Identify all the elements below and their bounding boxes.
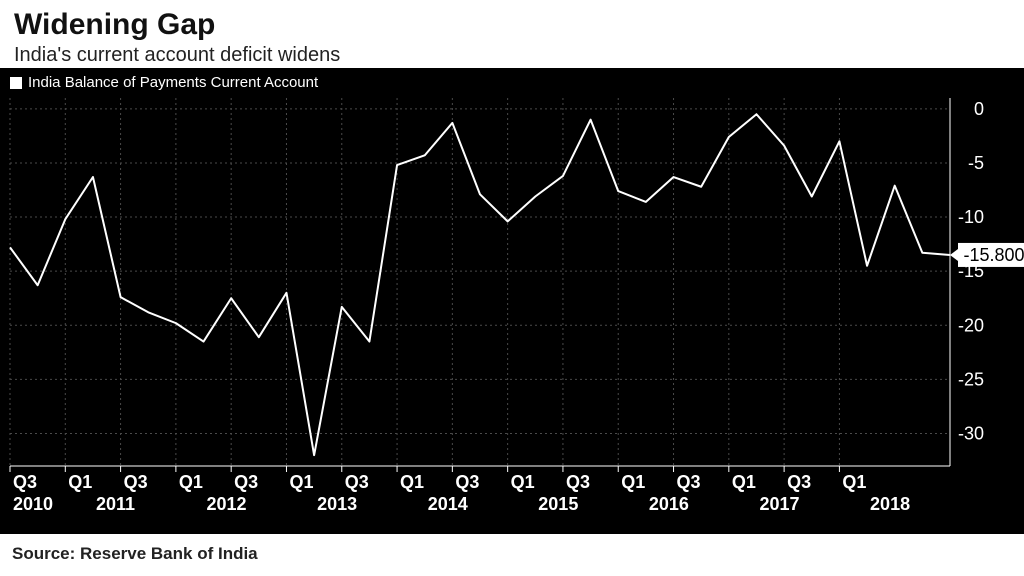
svg-text:-5: -5 (968, 153, 984, 173)
svg-text:Q3: Q3 (677, 472, 701, 492)
chart-area: India Balance of Payments Current Accoun… (0, 68, 1024, 534)
svg-text:Q1: Q1 (179, 472, 203, 492)
chart-header: Widening Gap India's current account def… (0, 0, 1024, 69)
svg-text:-20: -20 (958, 315, 984, 335)
svg-text:-10: -10 (958, 207, 984, 227)
svg-text:Q3: Q3 (345, 472, 369, 492)
svg-text:2012: 2012 (207, 494, 247, 514)
chart-svg: 0-5-10-15-20-25-30Q3Q1Q3Q1Q3Q1Q3Q1Q3Q1Q3… (0, 68, 1024, 534)
svg-text:2013: 2013 (317, 494, 357, 514)
chart-subtitle: India's current account deficit widens (14, 44, 1010, 67)
svg-text:Q1: Q1 (732, 472, 756, 492)
svg-text:Q1: Q1 (68, 472, 92, 492)
svg-text:2016: 2016 (649, 494, 689, 514)
svg-text:Q3: Q3 (124, 472, 148, 492)
source-line: Source: Reserve Bank of India (0, 538, 1024, 576)
svg-text:2011: 2011 (96, 494, 135, 514)
chart-title: Widening Gap (14, 8, 1010, 42)
svg-text:-30: -30 (958, 424, 984, 444)
svg-text:2014: 2014 (428, 494, 468, 514)
svg-text:-25: -25 (958, 369, 984, 389)
svg-text:Q3: Q3 (13, 472, 37, 492)
svg-text:2015: 2015 (538, 494, 578, 514)
svg-text:Q1: Q1 (400, 472, 424, 492)
svg-text:Q1: Q1 (621, 472, 645, 492)
svg-text:2010: 2010 (13, 494, 53, 514)
svg-text:Q3: Q3 (787, 472, 811, 492)
svg-text:Q1: Q1 (842, 472, 866, 492)
svg-text:Q1: Q1 (289, 472, 313, 492)
svg-text:-15.800: -15.800 (963, 245, 1024, 265)
svg-text:2018: 2018 (870, 494, 910, 514)
svg-text:Q1: Q1 (511, 472, 535, 492)
svg-text:Q3: Q3 (566, 472, 590, 492)
svg-text:Q3: Q3 (234, 472, 258, 492)
svg-text:0: 0 (974, 99, 984, 119)
chart-panel: Widening Gap India's current account def… (0, 0, 1024, 576)
svg-text:2017: 2017 (759, 494, 799, 514)
svg-text:Q3: Q3 (455, 472, 479, 492)
